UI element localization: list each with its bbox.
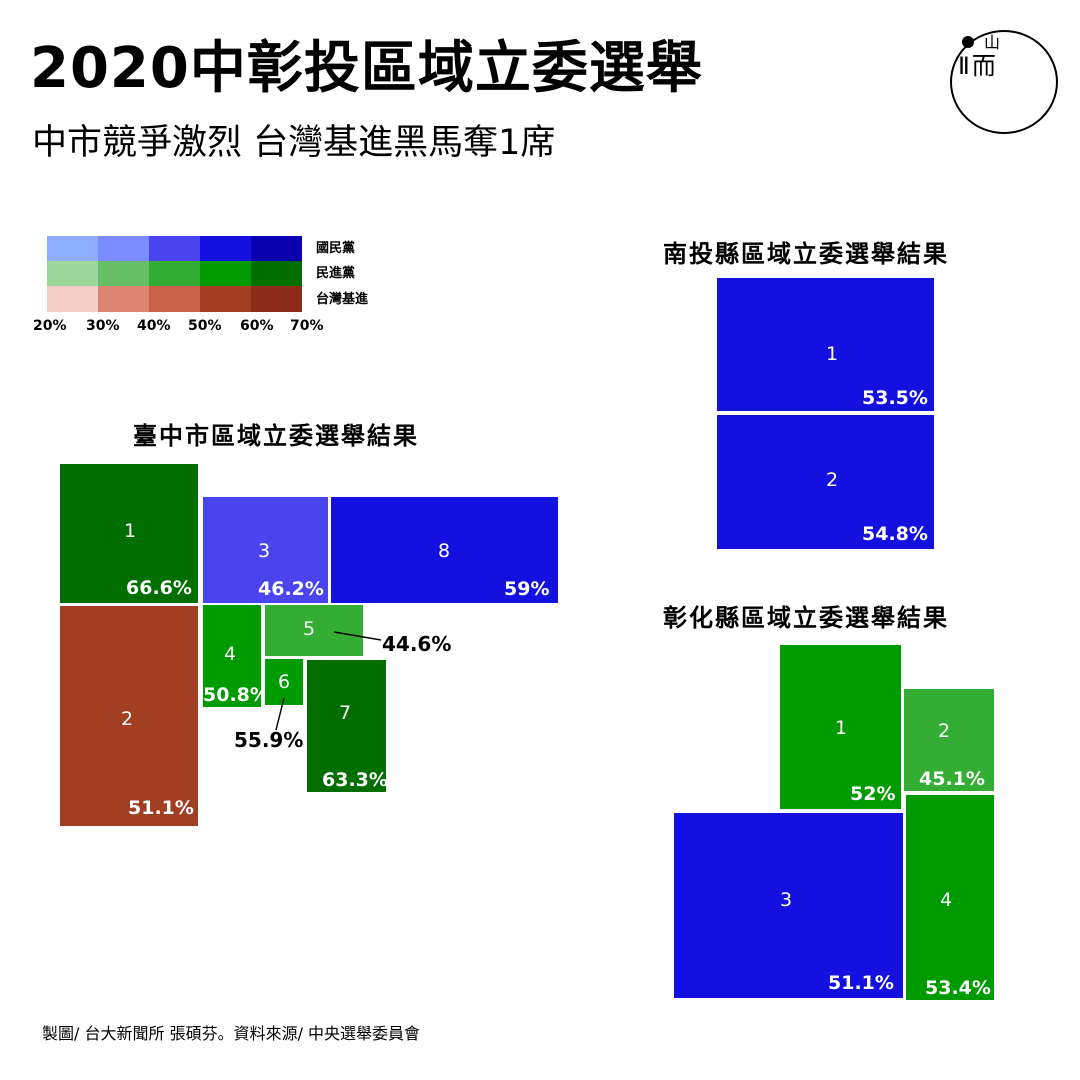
changhua-district-2[interactable]: [904, 689, 994, 791]
district-number: 7: [339, 702, 352, 724]
legend-swatch-kmt-1: [47, 236, 98, 262]
district-vote-share: 53.5%: [862, 387, 928, 409]
district-vote-share: 44.6%: [382, 632, 452, 656]
district-number: 2: [938, 720, 951, 742]
source-credit: 製圖/ 台大新聞所 張碩芬。資料來源/ 中央選舉委員會: [42, 1024, 421, 1043]
nantou-map-title: 南投縣區域立委選舉結果: [663, 240, 949, 268]
district-vote-share: 55.9%: [234, 728, 304, 752]
legend-label-kmt: 國民黨: [316, 241, 356, 256]
legend-tick: 50%: [188, 318, 222, 334]
taichung-district-2[interactable]: [60, 606, 198, 826]
taichung-district-6[interactable]: [265, 659, 303, 705]
district-vote-share: 59%: [504, 578, 550, 600]
legend-swatch-tsp-5: [251, 286, 302, 312]
legend-swatch-kmt-3: [149, 236, 200, 262]
taichung-district-1[interactable]: [60, 464, 198, 603]
district-vote-share: 53.4%: [925, 977, 991, 999]
district-number: 6: [278, 671, 291, 693]
taichung-district-8[interactable]: [331, 497, 558, 603]
legend-swatch-tsp-1: [47, 286, 98, 312]
district-number: 8: [438, 540, 451, 562]
legend-swatch-kmt-4: [200, 236, 251, 262]
logo-top-text: 山: [984, 33, 1001, 52]
legend-swatch-tsp-2: [98, 286, 149, 312]
changhua-district-3[interactable]: [674, 813, 903, 998]
legend-swatch-tsp-3: [149, 286, 200, 312]
legend-swatch-kmt-5: [251, 236, 302, 262]
logo-dot-icon: [962, 36, 974, 48]
taichung-district-7[interactable]: [307, 660, 386, 792]
district-vote-share: 45.1%: [919, 768, 985, 790]
district-vote-share: 66.6%: [126, 577, 192, 599]
legend-label-tsp: 台灣基進: [316, 292, 369, 307]
district-vote-share: 51.1%: [828, 972, 894, 994]
legend-tick: 20%: [33, 318, 67, 334]
district-vote-share: 54.8%: [862, 523, 928, 545]
legend-tick: 40%: [137, 318, 171, 334]
legend-swatch-kmt-2: [98, 236, 149, 262]
legend-tick: 30%: [86, 318, 120, 334]
callout-line-district-6: [275, 697, 285, 731]
taichung-district-3[interactable]: [203, 497, 328, 603]
district-vote-share: 46.2%: [258, 578, 324, 600]
changhua-district-1[interactable]: [780, 645, 901, 809]
taichung-district-4[interactable]: [203, 605, 261, 707]
district-number: 1: [826, 343, 839, 365]
logo-text: Ⅱ而: [958, 52, 998, 80]
taichung-map-title: 臺中市區域立委選舉結果: [133, 422, 419, 450]
taichung-district-5[interactable]: [265, 605, 363, 656]
legend-swatch-dpp-4: [200, 261, 251, 287]
district-number: 3: [780, 889, 793, 911]
district-number: 4: [940, 889, 953, 911]
changhua-district-4[interactable]: [906, 795, 994, 1000]
logo: [950, 30, 1058, 134]
legend-swatch-dpp-5: [251, 261, 302, 287]
district-vote-share: 51.1%: [128, 797, 194, 819]
legend-swatch-tsp-4: [200, 286, 251, 312]
district-number: 3: [258, 540, 271, 562]
legend-tick: 70%: [290, 318, 324, 334]
legend-swatch-dpp-2: [98, 261, 149, 287]
legend-tick: 60%: [240, 318, 274, 334]
nantou-district-2[interactable]: [717, 415, 934, 549]
district-number: 5: [303, 618, 316, 640]
district-number: 1: [835, 717, 848, 739]
page-subtitle: 中市競爭激烈 台灣基進黑馬奪1席: [32, 123, 556, 163]
district-number: 1: [124, 520, 137, 542]
callout-line-district-5: [333, 631, 382, 641]
legend-label-dpp: 民進黨: [316, 266, 356, 281]
district-number: 2: [826, 469, 839, 491]
nantou-district-1[interactable]: [717, 278, 934, 411]
legend-swatch-dpp-3: [149, 261, 200, 287]
district-vote-share: 52%: [850, 783, 896, 805]
district-vote-share: 63.3%: [322, 769, 388, 791]
legend-swatch-dpp-1: [47, 261, 98, 287]
changhua-map-title: 彰化縣區域立委選舉結果: [663, 604, 949, 632]
district-number: 4: [224, 643, 237, 665]
page-title: 2020中彰投區域立委選舉: [30, 36, 703, 101]
district-number: 2: [121, 708, 134, 730]
district-vote-share: 50.8%: [203, 684, 269, 706]
